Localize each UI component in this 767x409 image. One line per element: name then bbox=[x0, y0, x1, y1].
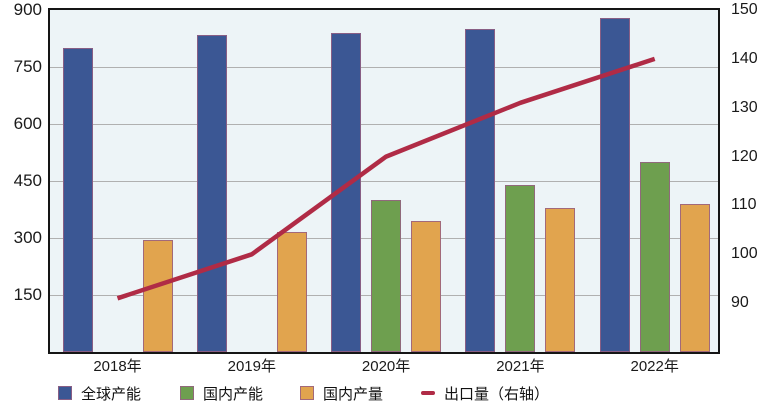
bar-domestic-output-2018 bbox=[142, 239, 173, 352]
bar-domestic-output-2021 bbox=[545, 207, 576, 352]
legend-line-export-volume bbox=[421, 391, 435, 395]
bar-global-capacity-2019 bbox=[196, 34, 227, 352]
y-axis-left-label-150: 150 bbox=[13, 285, 42, 304]
y-axis-right-label-110: 110 bbox=[731, 196, 757, 214]
x-axis-label-2018: 2018年 bbox=[93, 358, 142, 375]
y-axis-left-label-900: 900 bbox=[13, 0, 42, 19]
bar-domestic-capacity-2021 bbox=[505, 184, 536, 352]
legend-item-global-capacity: 全球产能 bbox=[58, 383, 141, 403]
x-axis-label-2021: 2021年 bbox=[496, 358, 545, 375]
y-axis-right-label-100: 100 bbox=[731, 245, 758, 263]
y-axis-right-label-90: 90 bbox=[731, 294, 749, 312]
bar-global-capacity-2020 bbox=[331, 32, 362, 352]
legend-label-global-capacity: 全球产能 bbox=[81, 385, 142, 403]
bar-domestic-output-2020 bbox=[411, 220, 442, 352]
bar-domestic-output-2019 bbox=[276, 232, 307, 352]
y-axis-left-label-600: 600 bbox=[13, 114, 42, 133]
y-axis-right-label-120: 120 bbox=[731, 147, 758, 165]
legend-swatch-domestic-output bbox=[300, 386, 314, 400]
bar-global-capacity-2018 bbox=[62, 48, 93, 352]
y-axis-left-label-300: 300 bbox=[13, 228, 42, 247]
bar-domestic-capacity-2020 bbox=[371, 200, 402, 352]
legend-swatch-global-capacity bbox=[58, 386, 72, 400]
y-axis-right-label-140: 140 bbox=[731, 49, 758, 67]
y-axis-left-label-450: 450 bbox=[13, 171, 42, 190]
x-axis-label-2019: 2019年 bbox=[227, 358, 276, 375]
legend-label-domestic-output: 国内产量 bbox=[323, 385, 384, 403]
legend-label-export-volume: 出口量（右轴） bbox=[444, 385, 550, 403]
bar-domestic-capacity-2022 bbox=[639, 162, 670, 352]
y-axis-left-label-750: 750 bbox=[13, 57, 42, 76]
y-axis-right-label-130: 130 bbox=[731, 98, 758, 116]
gridline-750 bbox=[50, 67, 718, 68]
x-axis-label-2020: 2020年 bbox=[361, 358, 411, 375]
gridline-450 bbox=[50, 181, 718, 182]
legend-swatch-domestic-capacity bbox=[180, 386, 194, 400]
gridline-600 bbox=[50, 124, 718, 125]
legend-item-export-volume: 出口量（右轴） bbox=[421, 383, 549, 403]
bar-global-capacity-2021 bbox=[465, 29, 496, 352]
y-axis-right-label-150: 150 bbox=[731, 1, 758, 18]
bar-domestic-output-2022 bbox=[679, 203, 710, 352]
export-line-layer bbox=[116, 56, 656, 301]
legend-item-domestic-capacity: 国内产能 bbox=[180, 383, 263, 403]
legend-label-domestic-capacity: 国内产能 bbox=[203, 385, 264, 403]
x-axis-label-2022: 2022年 bbox=[630, 358, 679, 375]
plot-area bbox=[50, 10, 718, 352]
legend-item-domestic-output: 国内产量 bbox=[300, 383, 383, 403]
export-trend-line bbox=[116, 56, 656, 301]
